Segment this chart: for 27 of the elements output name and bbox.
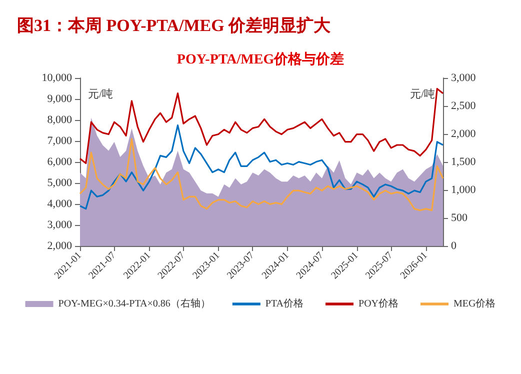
y-tick-label: 2,000 (47, 240, 72, 252)
y2-axis-title: 元/吨 (410, 88, 435, 100)
y-tick-label: 6,000 (47, 156, 72, 168)
y2-tick-label: 0 (451, 240, 457, 252)
chart-subtitle: POY-PTA/MEG价格与价差 (176, 52, 344, 68)
legend-label: PTA价格 (265, 298, 304, 310)
y-tick-label: 5,000 (47, 177, 72, 189)
y2-tick-label: 3,000 (451, 72, 476, 84)
y-tick-label: 9,000 (47, 93, 72, 105)
line-series (79, 88, 444, 164)
line-series (79, 124, 444, 210)
y-tick-label: 8,000 (47, 114, 72, 126)
y-tick-label: 10,000 (42, 72, 72, 84)
legend-label: POY价格 (358, 298, 399, 310)
y-axis-title: 元/吨 (88, 88, 114, 100)
y2-tick-label: 1,500 (451, 156, 476, 168)
y2-tick-label: 500 (451, 212, 468, 224)
y2-tick-label: 2,500 (451, 100, 476, 112)
y2-tick-label: 2,000 (451, 128, 476, 140)
legend-label: MEG价格 (454, 298, 496, 310)
chart-title: 图31：本周 POY-PTA/MEG 价差明显扩大 (17, 16, 332, 35)
legend-label: POY-MEG×0.34-PTA×0.86（右轴） (58, 298, 210, 310)
y-tick-label: 4,000 (47, 198, 72, 210)
line-series (79, 138, 444, 212)
y-tick-label: 7,000 (47, 135, 72, 147)
y2-tick-label: 1,000 (451, 184, 476, 196)
y-tick-label: 3,000 (47, 219, 72, 231)
